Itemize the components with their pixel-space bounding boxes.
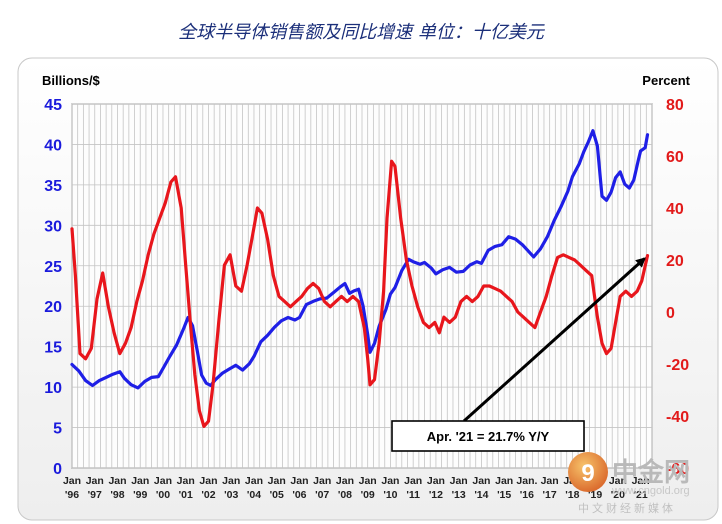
x-tick-label-year: '98: [110, 489, 124, 501]
x-tick-label-month: Jan: [313, 475, 331, 487]
right-tick-label: 0: [666, 305, 675, 322]
watermark-url: www.cngold.org: [611, 485, 690, 497]
annotation-text: Apr. '21 = 21.7% Y/Y: [427, 429, 550, 444]
x-tick-label-month: Jan: [336, 475, 354, 487]
left-tick-label: 40: [44, 137, 62, 154]
left-tick-label: 10: [44, 380, 62, 397]
x-tick-label-month: Jan: [541, 475, 559, 487]
x-tick-label-year: '13: [452, 489, 466, 501]
x-tick-label-month: Jan: [632, 475, 650, 487]
left-tick-label: 20: [44, 299, 62, 316]
x-tick-label-month: Jan: [86, 475, 104, 487]
right-tick-label: 40: [666, 201, 684, 218]
right-tick-label: -20: [666, 357, 689, 374]
chart-title: 全球半导体销售额及同比增速 单位：十亿美元: [178, 22, 546, 43]
series-line-sales: [70, 129, 650, 390]
watermark-coin-glyph: 9: [581, 460, 594, 487]
left-tick-label: 35: [44, 178, 62, 195]
right-tick-label: 60: [666, 149, 684, 166]
x-tick-label-month: Jan: [199, 475, 217, 487]
x-tick-label-month: Jan: [381, 475, 399, 487]
x-tick-label-month: Jan: [222, 475, 240, 487]
x-tick-label-month: Jan: [268, 475, 286, 487]
x-tick-label-month: Jan: [245, 475, 263, 487]
x-tick-label-year: '04: [247, 489, 261, 501]
right-tick-label: 20: [666, 253, 684, 270]
right-axis-ticks: -60 -40 -20 0 20 40 60 80: [666, 97, 689, 478]
x-tick-label-year: '10: [383, 489, 397, 501]
x-tick-label-month: Jan: [495, 475, 513, 487]
watermark-coin-icon: [568, 452, 608, 492]
x-tick-label-month: Jan: [131, 475, 149, 487]
right-tick-label: 80: [666, 97, 684, 114]
x-tick-label-year: '21: [634, 489, 648, 501]
x-tick-label-month: Jan: [177, 475, 195, 487]
series-lines: [70, 129, 650, 428]
right-tick-label: -40: [666, 409, 689, 426]
x-tick-label-year: '06: [292, 489, 306, 501]
right-axis-title: Percent: [642, 73, 690, 88]
left-axis-ticks: 0 5 10 15 20 25 30 35 40 45: [44, 97, 62, 478]
watermark-subtitle: 中文财经新媒体: [578, 501, 676, 515]
x-tick-label-year: '16: [520, 489, 534, 501]
x-tick-label-year: '96: [65, 489, 79, 501]
x-tick-label-year: '17: [543, 489, 557, 501]
x-tick-label-year: '05: [270, 489, 284, 501]
annotation-box: [391, 420, 585, 452]
x-tick-label-year: '03: [224, 489, 238, 501]
x-tick-label-year: '01: [179, 489, 193, 501]
left-tick-label: 15: [44, 340, 62, 357]
left-tick-label: 5: [53, 421, 62, 438]
x-tick-label-year: '11: [406, 489, 420, 501]
left-axis-title: Billions/$: [42, 73, 101, 88]
annotation-arrow: [462, 257, 646, 423]
x-tick-label-year: '12: [429, 489, 443, 501]
x-tick-label-month: Jan: [63, 475, 81, 487]
x-tick-label-year: '99: [133, 489, 147, 501]
x-tick-label-month: Jan: [290, 475, 308, 487]
left-tick-label: 0: [53, 461, 62, 478]
x-tick-label-month: Jan: [450, 475, 468, 487]
watermark: 9 中金网 www.cngold.org 中文财经新媒体: [568, 452, 690, 515]
x-tick-label-month: Jan: [609, 475, 627, 487]
left-tick-label: 45: [44, 97, 62, 114]
grid: [71, 103, 653, 469]
x-tick-label-year: '02: [201, 489, 215, 501]
series-line-yoy-growth: [70, 159, 650, 428]
left-tick-label: 25: [44, 259, 62, 276]
x-tick-label-month: Jan: [108, 475, 126, 487]
x-tick-label-year: '08: [338, 489, 352, 501]
x-tick-label-year: '00: [156, 489, 170, 501]
x-tick-label-year: '97: [88, 489, 102, 501]
x-tick-label-month: Jan: [427, 475, 445, 487]
x-tick-label-year: '19: [588, 489, 602, 501]
x-tick-label-year: '07: [315, 489, 329, 501]
x-tick-label-month: Jan: [359, 475, 377, 487]
watermark-text: 中金网: [612, 457, 690, 487]
x-tick-label-month: Jan: [404, 475, 422, 487]
x-tick-label-month: Jan.: [516, 475, 537, 487]
x-tick-label-year: '15: [497, 489, 511, 501]
annotation: Apr. '21 = 21.7% Y/Y: [391, 257, 646, 452]
right-tick-label: -60: [666, 461, 689, 478]
x-tick-label-year: '14: [474, 489, 488, 501]
x-tick-label-year: '18: [565, 489, 579, 501]
x-tick-label-month: Jan: [154, 475, 172, 487]
x-tick-label-year: '20: [611, 489, 625, 501]
x-tick-label-month: Jan: [472, 475, 490, 487]
x-tick-label-year: '09: [361, 489, 375, 501]
left-tick-label: 30: [44, 218, 62, 235]
